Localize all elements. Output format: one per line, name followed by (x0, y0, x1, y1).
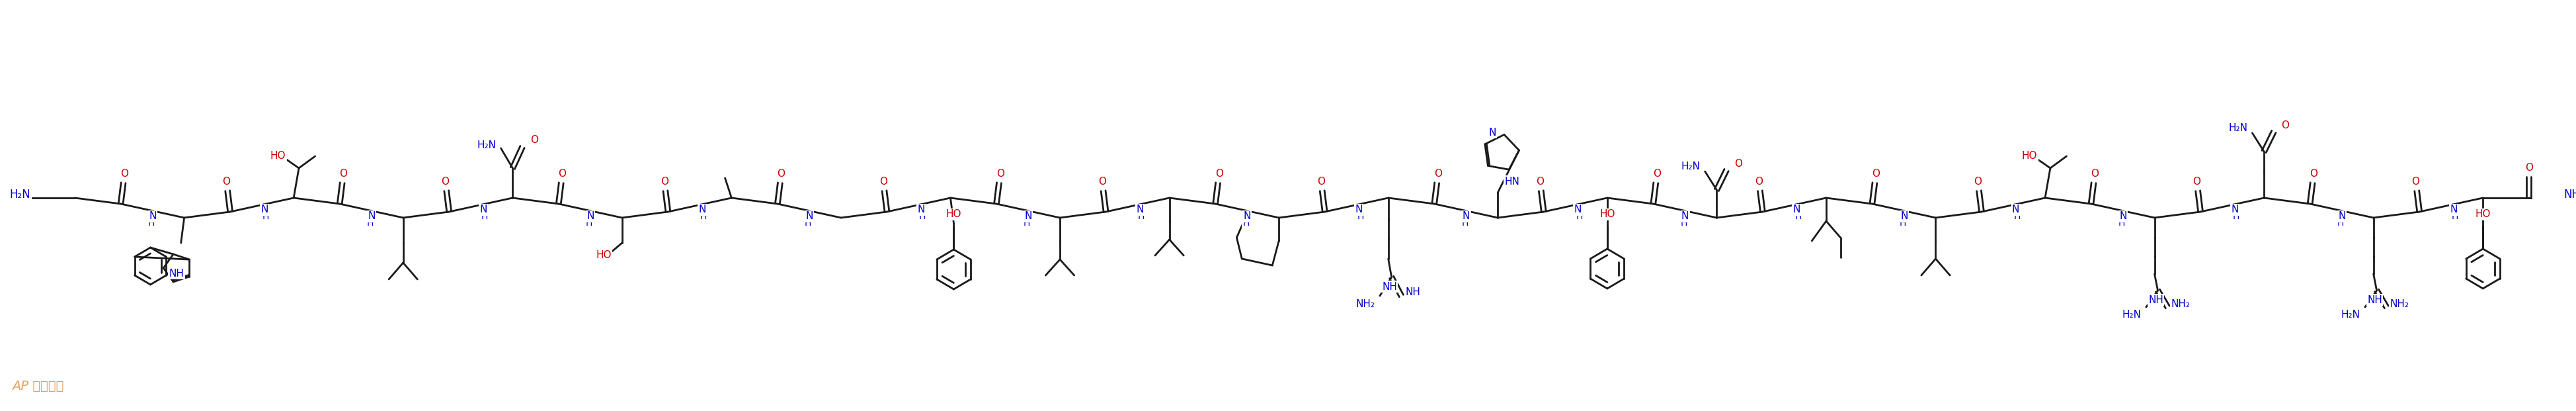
Text: H: H (1358, 212, 1363, 221)
Text: O: O (1097, 177, 1105, 187)
Text: NH₂: NH₂ (1355, 299, 1376, 309)
Text: O: O (121, 169, 129, 179)
Text: O: O (2192, 177, 2200, 187)
Text: H: H (585, 218, 592, 227)
Text: H₂N: H₂N (477, 140, 497, 150)
Text: O: O (1754, 177, 1762, 187)
Text: N: N (698, 205, 706, 215)
Text: N: N (1244, 211, 1252, 221)
Text: O: O (778, 169, 786, 179)
Text: N: N (1901, 211, 1909, 221)
Text: H: H (2233, 212, 2239, 221)
Text: H: H (2014, 212, 2020, 221)
Text: NH: NH (1406, 288, 1419, 298)
Text: N: N (1025, 211, 1033, 221)
Text: H: H (2336, 218, 2344, 227)
Text: H: H (1577, 212, 1582, 221)
Text: NH₂: NH₂ (2172, 299, 2190, 309)
Text: N: N (917, 205, 925, 215)
Text: O: O (1654, 169, 1662, 179)
Text: HO: HO (2476, 210, 2491, 219)
Text: O: O (1873, 169, 1880, 179)
Text: H: H (1899, 218, 1906, 227)
Text: H: H (2117, 218, 2125, 227)
Text: N: N (587, 211, 595, 221)
Text: N: N (2339, 211, 2347, 221)
Text: H₂N: H₂N (10, 189, 31, 201)
Text: HO: HO (945, 210, 961, 219)
Text: NH: NH (2367, 295, 2383, 305)
Text: N: N (2120, 211, 2128, 221)
Text: H: H (1139, 212, 1144, 221)
Text: O: O (1316, 177, 1324, 187)
Text: N: N (2012, 205, 2020, 215)
Text: H₂N: H₂N (1682, 161, 1700, 171)
Text: H: H (1461, 218, 1468, 227)
Text: N: N (1136, 205, 1144, 215)
Text: HO: HO (270, 151, 286, 161)
Text: O: O (1535, 177, 1543, 187)
Text: O: O (997, 169, 1005, 179)
Text: N: N (2450, 205, 2458, 215)
Text: HO: HO (1600, 210, 1615, 219)
Text: O: O (2524, 162, 2532, 172)
Text: O: O (2311, 169, 2318, 179)
Text: N: N (479, 205, 487, 215)
Text: H: H (1023, 218, 1030, 227)
Text: O: O (1435, 169, 1443, 179)
Text: O: O (659, 177, 667, 187)
Text: H: H (482, 212, 487, 221)
Text: O: O (1216, 169, 1224, 179)
Text: NH₂: NH₂ (2563, 189, 2576, 201)
Text: HO: HO (595, 250, 611, 260)
Text: O: O (531, 135, 538, 145)
Text: N: N (1355, 205, 1363, 215)
Text: H₂N: H₂N (2228, 123, 2249, 133)
Text: O: O (222, 177, 229, 187)
Text: H: H (2452, 212, 2458, 221)
Text: N: N (1489, 128, 1497, 138)
Text: H: H (147, 218, 155, 227)
Text: H: H (1242, 218, 1249, 227)
Text: NH: NH (1383, 282, 1396, 291)
Text: N: N (368, 211, 376, 221)
Text: N: N (1793, 205, 1801, 215)
Text: N: N (806, 211, 814, 221)
Text: H: H (263, 212, 268, 221)
Text: O: O (340, 169, 348, 179)
Text: O: O (878, 177, 886, 187)
Text: NH: NH (170, 268, 183, 278)
Text: O: O (1734, 159, 1741, 169)
Text: O: O (2282, 120, 2290, 130)
Text: H: H (920, 212, 925, 221)
Text: O: O (440, 177, 448, 187)
Text: O: O (1973, 177, 1981, 187)
Text: N: N (1682, 211, 1690, 221)
Text: H: H (366, 218, 374, 227)
Text: HN: HN (1504, 176, 1520, 187)
Text: H: H (804, 218, 811, 227)
Text: H₂N: H₂N (2342, 310, 2360, 320)
Text: N: N (1463, 211, 1471, 221)
Text: H: H (1795, 212, 1801, 221)
Text: H₂N: H₂N (2123, 310, 2141, 320)
Text: NH: NH (2148, 295, 2164, 305)
Text: N: N (149, 211, 157, 221)
Text: NH₂: NH₂ (2391, 299, 2409, 309)
Text: O: O (2411, 177, 2419, 187)
Text: AP 专肽生物: AP 专肽生物 (13, 380, 64, 392)
Text: O: O (2092, 169, 2099, 179)
Text: H: H (701, 212, 706, 221)
Text: N: N (1574, 205, 1582, 215)
Text: HO: HO (2022, 151, 2038, 161)
Text: N: N (2231, 205, 2239, 215)
Text: N: N (260, 205, 268, 215)
Text: O: O (559, 169, 567, 179)
Text: H: H (1680, 218, 1687, 227)
